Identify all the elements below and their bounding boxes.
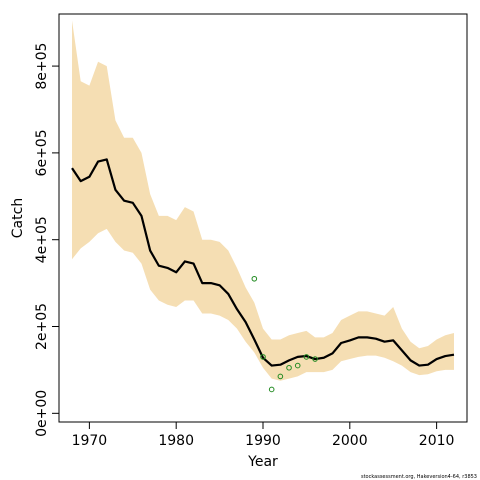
x-tick-label: 2000: [332, 433, 368, 449]
y-tick-label: 2e+05: [34, 303, 50, 350]
x-tick-label: 1990: [245, 433, 281, 449]
observation-point: [268, 386, 275, 393]
observation-point: [286, 364, 292, 371]
x-axis: 1970 1980 1990 2000 2010: [72, 422, 455, 449]
observation-point: [277, 373, 284, 380]
credit-text: stockassessment.org, Hakeversion4-64, r3…: [361, 474, 477, 480]
catch-series-line: [71, 158, 455, 367]
x-tick-label: 2010: [419, 433, 455, 449]
catch-line-layer: [71, 158, 455, 367]
y-tick-label: 8e+05: [34, 43, 50, 90]
observation-points-layer: [251, 275, 318, 393]
x-tick-label: 1970: [72, 433, 108, 449]
observation-point: [312, 356, 318, 362]
y-tick-label: 6e+05: [34, 129, 50, 176]
confidence-band: [72, 20, 454, 381]
x-tick-label: 1980: [158, 433, 194, 449]
x-axis-label: Year: [247, 454, 278, 470]
observation-point: [303, 354, 310, 360]
observation-point: [251, 275, 258, 282]
confidence-band-layer: [72, 20, 454, 381]
y-axis: 0e+00 2e+05 4e+05 6e+05 8e+05: [34, 43, 59, 437]
observation-point: [294, 362, 301, 369]
observation-point: [260, 354, 266, 360]
y-tick-label: 4e+05: [34, 216, 50, 263]
y-axis-label: Catch: [10, 198, 26, 238]
y-tick-label: 0e+00: [34, 390, 50, 437]
